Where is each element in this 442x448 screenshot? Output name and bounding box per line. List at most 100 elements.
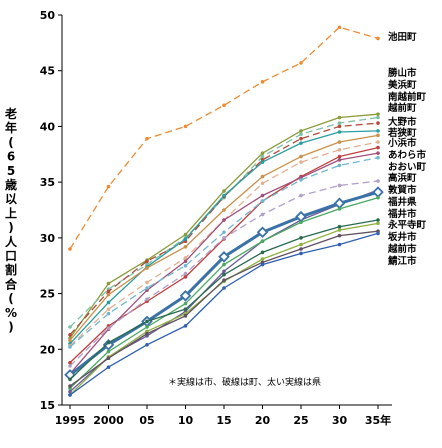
y-tick-label: 20 <box>40 343 56 356</box>
y-tick-label: 35 <box>40 176 55 189</box>
data-point <box>222 272 226 277</box>
x-tick-label: 05 <box>139 414 154 427</box>
y-tick-label: 25 <box>40 288 55 301</box>
data-point <box>337 158 342 162</box>
chart-note: ＊実線は市、破線は町、太い実線は県 <box>168 376 321 388</box>
x-tick-label: 1995 <box>55 414 86 427</box>
data-point <box>222 269 226 274</box>
series-label: 美浜町 <box>387 79 417 91</box>
data-point <box>372 186 384 198</box>
x-tick-label: 35年 <box>365 413 391 427</box>
series-label: 高浜町 <box>388 172 417 184</box>
data-point <box>106 300 111 305</box>
series-12 <box>64 186 384 381</box>
series-label: 南越前町 <box>388 91 427 103</box>
data-point <box>376 121 380 125</box>
data-point <box>260 154 265 159</box>
data-point <box>106 311 111 316</box>
data-point <box>299 129 303 133</box>
data-point <box>337 224 342 229</box>
data-point <box>183 314 188 318</box>
y-axis-label-char: 口 <box>5 249 17 263</box>
data-point <box>376 36 380 41</box>
y-axis-label-char: 年 <box>5 120 17 135</box>
data-point <box>183 307 188 311</box>
y-axis-ticks: 15 20 25 30 35 40 45 50 <box>40 9 62 412</box>
data-point <box>218 251 230 263</box>
data-point <box>376 151 380 155</box>
data-point <box>183 244 188 249</box>
series-label: 越前町 <box>387 102 417 114</box>
data-point <box>376 115 380 120</box>
y-axis-label-char: 人 <box>5 234 18 249</box>
y-axis-label-char: 歳 <box>5 177 17 192</box>
data-point <box>299 251 303 256</box>
data-point <box>183 263 188 268</box>
data-point <box>106 326 111 330</box>
data-point <box>68 389 72 394</box>
series-label: 越前市 <box>387 243 417 255</box>
data-point <box>299 193 303 198</box>
data-point <box>299 247 303 251</box>
data-point <box>179 290 192 302</box>
series-line <box>69 113 379 339</box>
series-labels: 池田町勝山市美浜町南越前町越前町大野市若狭町小浜市あわら市おおい町高浜町敦賀市福… <box>387 31 427 267</box>
data-point <box>145 259 149 264</box>
data-point <box>260 174 265 179</box>
data-point <box>68 338 72 343</box>
data-point <box>222 262 226 267</box>
y-axis-label-char: 上 <box>5 205 17 220</box>
data-point <box>145 325 149 329</box>
data-point <box>295 210 307 223</box>
data-point <box>183 232 188 237</box>
series-1 <box>68 112 380 340</box>
data-point <box>337 140 342 144</box>
data-point <box>183 275 188 279</box>
data-point <box>106 292 111 297</box>
data-point <box>102 339 115 351</box>
data-point <box>260 250 265 255</box>
y-axis-label-char: 老 <box>5 106 17 121</box>
data-point <box>145 319 149 324</box>
series-label: 坂井市 <box>388 231 417 243</box>
data-point <box>145 297 149 301</box>
y-tick-label: 50 <box>40 9 56 22</box>
y-tick-label: 15 <box>40 399 55 412</box>
y-axis-label-char: ) <box>8 320 13 334</box>
data-point <box>222 236 226 240</box>
data-point <box>299 141 303 145</box>
data-point <box>145 136 149 141</box>
data-point <box>299 154 303 159</box>
data-point <box>337 163 342 168</box>
data-point <box>299 160 303 164</box>
data-point <box>106 184 111 189</box>
y-tick-label: 40 <box>40 120 56 133</box>
series-line <box>69 197 379 389</box>
data-point <box>260 257 265 261</box>
data-point <box>68 333 72 337</box>
y-tick-label: 45 <box>40 65 55 78</box>
series-line <box>69 141 379 347</box>
data-point <box>299 61 303 65</box>
data-point <box>106 349 111 354</box>
data-point <box>68 345 72 349</box>
data-point <box>337 121 342 125</box>
data-point <box>145 286 149 290</box>
data-point <box>337 154 342 159</box>
data-point <box>183 301 188 306</box>
series-label: おおい町 <box>388 162 427 173</box>
data-point <box>222 278 226 283</box>
data-point <box>222 286 226 290</box>
y-axis-label-char: ) <box>8 221 13 235</box>
data-point <box>260 160 265 164</box>
x-tick-label: 25 <box>293 414 308 427</box>
series-label: 勝山市 <box>388 67 417 79</box>
series-label: 鯖江市 <box>387 255 417 267</box>
data-point <box>183 237 188 241</box>
data-point <box>256 226 269 239</box>
data-point <box>333 197 346 210</box>
data-point <box>145 331 149 336</box>
data-point <box>145 343 149 347</box>
series-10 <box>68 179 380 368</box>
